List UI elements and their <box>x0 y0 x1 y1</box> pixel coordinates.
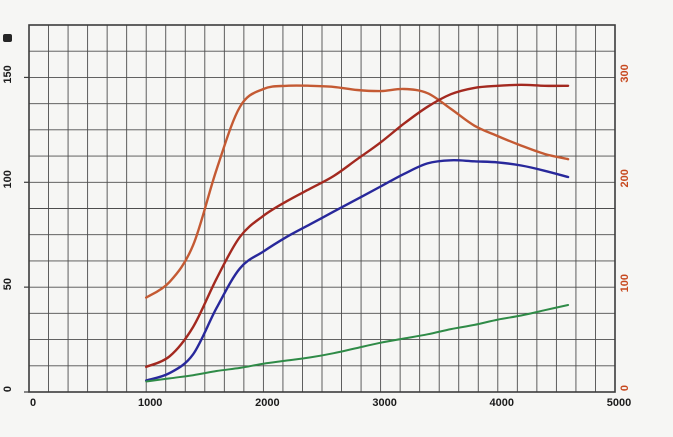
right-axis-tick-label: 100 <box>619 274 631 292</box>
plot-border <box>28 24 616 393</box>
orange-curve <box>145 84 570 299</box>
right-axis-tick-label: 0 <box>619 385 631 391</box>
left-axis-tick-label: 50 <box>2 278 14 290</box>
corner-mark <box>3 34 12 42</box>
x-axis-tick-label: 2000 <box>255 397 279 409</box>
right-axis-tick-label: 300 <box>619 64 631 82</box>
x-axis-tick-label: 1000 <box>138 397 162 409</box>
x-axis-tick-label: 0 <box>30 397 36 409</box>
left-axis-tick-label: 0 <box>2 386 14 392</box>
left-axis-tick-label: 150 <box>2 65 14 83</box>
x-axis-tick-label: 3000 <box>372 397 396 409</box>
red-curve <box>145 83 570 369</box>
right-axis-tick-label: 200 <box>619 169 631 187</box>
x-axis-tick-label: 4000 <box>490 397 514 409</box>
left-axis-tick-label: 100 <box>2 170 14 188</box>
green-line <box>145 304 570 383</box>
grid <box>28 24 616 393</box>
blue-curve <box>145 159 570 382</box>
x-axis-tick-label: 5000 <box>607 397 631 409</box>
